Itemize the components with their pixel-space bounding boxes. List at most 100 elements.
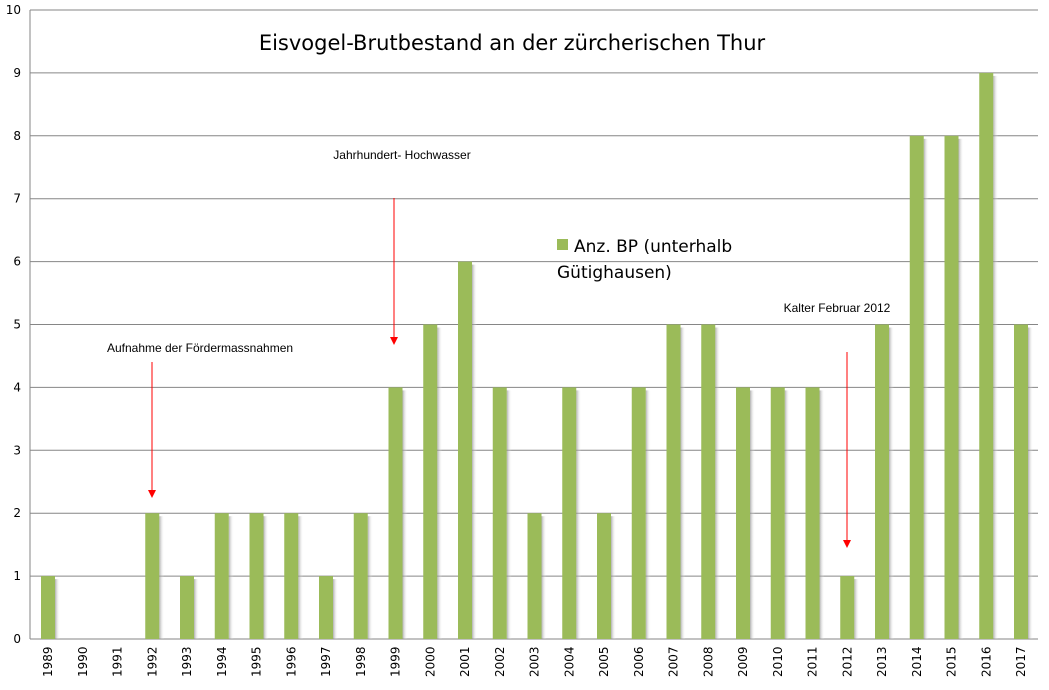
legend-swatch bbox=[557, 239, 568, 250]
x-tick-label: 2006 bbox=[632, 646, 646, 677]
chart-title: Eisvogel-Brutbestand an der zürcherische… bbox=[259, 31, 766, 55]
bar-2007 bbox=[666, 324, 681, 639]
x-tick-label: 2013 bbox=[875, 646, 889, 677]
bar-shadow bbox=[298, 516, 304, 639]
bar-shadow bbox=[472, 264, 477, 639]
bar-shadow bbox=[576, 390, 582, 639]
x-tick-label: 2010 bbox=[771, 646, 785, 677]
y-tick-label: 7 bbox=[13, 192, 21, 206]
x-tick-label: 2003 bbox=[528, 646, 542, 677]
x-tick-label: 1990 bbox=[76, 646, 90, 677]
x-tick-label: 2004 bbox=[562, 646, 576, 677]
bar-1998 bbox=[353, 513, 368, 639]
bar-1994 bbox=[214, 513, 229, 639]
bar-1997 bbox=[319, 576, 333, 639]
x-tick-label: 2002 bbox=[493, 646, 507, 677]
bar-2014 bbox=[909, 135, 924, 640]
legend: Anz. BP (unterhalb Gütighausen) bbox=[557, 237, 732, 283]
bar-shadow bbox=[367, 516, 373, 639]
bar-shadow bbox=[854, 579, 860, 639]
bar-shadow bbox=[750, 390, 755, 639]
annotation-label: Aufnahme der Fördermassnahmen bbox=[107, 341, 293, 355]
bar-2003 bbox=[527, 513, 542, 639]
y-tick-label: 3 bbox=[13, 443, 21, 457]
y-tick-label: 5 bbox=[13, 318, 21, 332]
x-tick-label: 2000 bbox=[423, 646, 437, 677]
x-tick-label: 2007 bbox=[667, 646, 681, 677]
bar-shadow bbox=[784, 390, 790, 639]
bar-2012 bbox=[840, 576, 855, 639]
bar-shadow bbox=[611, 516, 616, 639]
bar-2008 bbox=[701, 324, 716, 639]
x-tick-label: 1989 bbox=[41, 646, 55, 677]
bar-2002 bbox=[492, 387, 507, 639]
bar-2015 bbox=[944, 135, 959, 640]
x-tick-label: 2005 bbox=[597, 646, 611, 677]
bar-2016 bbox=[979, 72, 994, 639]
bar-shadow bbox=[715, 327, 721, 639]
bar-2017 bbox=[1014, 324, 1028, 639]
annotations: Aufnahme der Fördermassnahmen Jahrhundert… bbox=[107, 148, 891, 548]
bar-shadow bbox=[819, 390, 825, 639]
bar-shadow bbox=[993, 75, 999, 639]
bar-2013 bbox=[875, 324, 889, 639]
bar-2004 bbox=[562, 387, 577, 639]
bar-shadow bbox=[333, 579, 338, 639]
x-tick-label: 1991 bbox=[111, 646, 125, 677]
bar-shadow bbox=[55, 579, 60, 639]
y-tick-label: 9 bbox=[13, 66, 21, 80]
x-tick-label: 2001 bbox=[458, 646, 472, 677]
x-tick-label: 1994 bbox=[215, 646, 229, 677]
y-tick-label: 4 bbox=[13, 380, 21, 394]
bar-2001 bbox=[458, 261, 472, 639]
bar-shadow bbox=[194, 579, 199, 639]
x-tick-label: 2012 bbox=[840, 646, 854, 677]
x-tick-label: 1992 bbox=[145, 646, 159, 677]
bar-shadow bbox=[923, 138, 929, 640]
gridlines bbox=[30, 9, 1038, 640]
bar-shadow bbox=[263, 516, 269, 639]
bar-shadow bbox=[159, 516, 165, 639]
legend-label-line2: Gütighausen) bbox=[557, 263, 672, 283]
x-tick-label: 1995 bbox=[250, 646, 264, 677]
x-tick-label: 1997 bbox=[319, 646, 333, 677]
bar-shadow bbox=[1028, 327, 1033, 639]
y-tick-label: 6 bbox=[13, 255, 21, 269]
x-tick-label: 1996 bbox=[284, 646, 298, 677]
bar-2006 bbox=[631, 387, 646, 639]
bar-2011 bbox=[805, 387, 820, 639]
bar-1993 bbox=[180, 576, 194, 639]
bar-1989 bbox=[41, 576, 55, 639]
bar-shadow bbox=[506, 390, 512, 639]
bar-2010 bbox=[770, 387, 785, 639]
bar-2005 bbox=[597, 513, 611, 639]
bar-shadow bbox=[437, 327, 443, 639]
y-axis: 0 1 2 3 4 5 6 7 8 9 10 bbox=[6, 3, 31, 646]
arrow-head-icon bbox=[843, 540, 851, 548]
bar-shadow bbox=[958, 138, 964, 640]
y-tick-label: 2 bbox=[13, 506, 21, 520]
x-tick-label: 2008 bbox=[701, 646, 715, 677]
bar-shadow bbox=[680, 327, 686, 639]
x-tick-label: 2014 bbox=[910, 646, 924, 677]
bar-1996 bbox=[284, 513, 299, 639]
y-tick-label: 10 bbox=[6, 3, 21, 17]
x-tick-label: 1998 bbox=[354, 646, 368, 677]
x-tick-label: 1993 bbox=[180, 646, 194, 677]
x-tick-label: 1999 bbox=[389, 646, 403, 677]
bar-1999 bbox=[388, 387, 403, 639]
x-tick-label: 2017 bbox=[1014, 646, 1028, 677]
y-tick-label: 0 bbox=[13, 632, 21, 646]
x-tick-label: 2009 bbox=[736, 646, 750, 677]
x-tick-label: 2015 bbox=[945, 646, 959, 677]
y-tick-label: 8 bbox=[13, 129, 21, 143]
x-axis: 1989 1990 1991 1992 1993 1994 1995 1996 1997 1998… bbox=[41, 646, 1028, 677]
arrow-head-icon bbox=[390, 337, 398, 345]
bar-shadow bbox=[541, 516, 547, 639]
x-tick-label: 2016 bbox=[979, 646, 993, 677]
y-tick-label: 1 bbox=[13, 569, 21, 583]
bar-shadow bbox=[889, 327, 894, 639]
x-tick-label: 2011 bbox=[806, 646, 820, 677]
bar-2009 bbox=[736, 387, 750, 639]
